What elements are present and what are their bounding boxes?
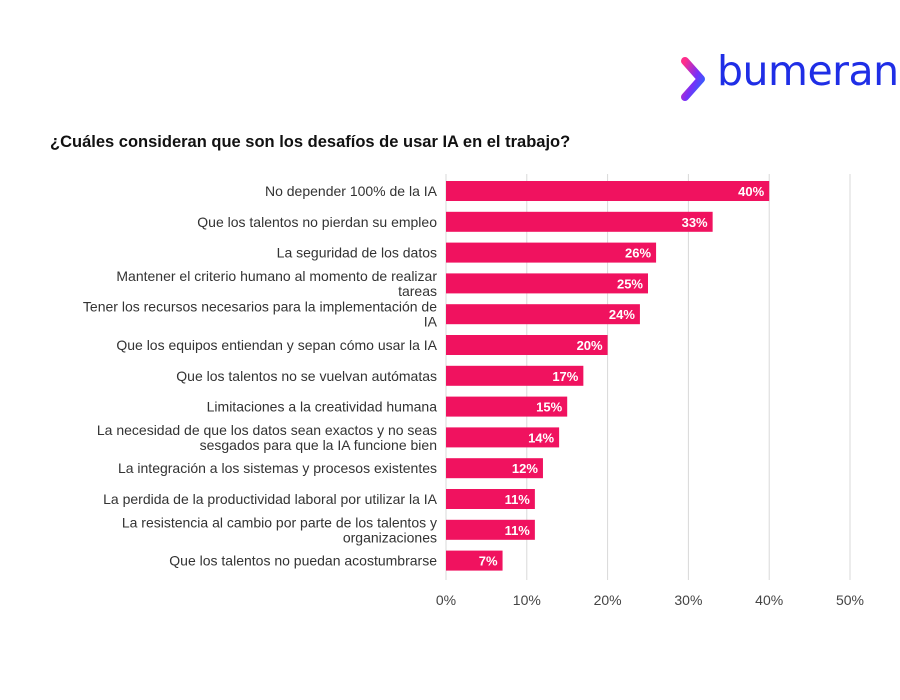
data-label: 14%: [528, 430, 554, 445]
category-label: La integración a los sistemas y procesos…: [118, 460, 437, 476]
category-label: Que los talentos no se vuelvan autómatas: [176, 368, 437, 384]
category-label: Que los talentos no puedan acostumbrarse: [169, 553, 437, 569]
bar: [446, 427, 560, 448]
x-tick-label: 30%: [674, 592, 702, 608]
chart-title: ¿Cuáles consideran que son los desafíos …: [50, 133, 571, 151]
data-label: 33%: [682, 215, 708, 230]
x-tick-label: 40%: [755, 592, 783, 608]
data-label: 24%: [609, 307, 635, 322]
x-tick-label: 10%: [513, 592, 541, 608]
bar: [446, 396, 568, 417]
data-label: 11%: [505, 492, 531, 507]
category-label: La necesidad de que los datos sean exact…: [97, 422, 437, 453]
data-label: 11%: [505, 523, 531, 538]
category-label: La seguridad de los datos: [277, 245, 437, 261]
data-label: 12%: [512, 461, 538, 476]
data-label: 26%: [625, 246, 651, 261]
bumeran-wordmark: bumeran: [717, 47, 899, 95]
bar: [446, 458, 543, 479]
category-label: Que los equipos entiendan y sepan cómo u…: [116, 337, 437, 353]
bar: [446, 304, 640, 325]
category-label: No depender 100% de la IA: [265, 183, 438, 199]
category-labels: No depender 100% de la IA Que los talento…: [83, 183, 438, 569]
bar: [446, 211, 713, 232]
category-label: Que los talentos no pierdan su empleo: [197, 214, 437, 230]
bumeran-logo-mark-icon: [681, 57, 705, 101]
x-axis-ticks: 0% 10% 20% 30% 40% 50%: [436, 592, 864, 608]
data-label: 25%: [617, 276, 643, 291]
bar: [446, 242, 657, 263]
category-label: Limitaciones a la creatividad humana: [207, 399, 438, 415]
data-label: 40%: [738, 184, 764, 199]
bar: [446, 550, 503, 571]
category-label: La perdida de la productividad laboral p…: [103, 491, 438, 507]
bar: [446, 365, 584, 386]
data-label: 20%: [577, 338, 603, 353]
category-label: La resistencia al cambio por parte de lo…: [122, 514, 437, 545]
data-label: 7%: [479, 554, 498, 569]
bumeran-logo: bumeran: [681, 51, 899, 105]
data-label: 15%: [536, 400, 562, 415]
bar: [446, 519, 535, 540]
x-tick-label: 20%: [594, 592, 622, 608]
category-label: Mantener el criterio humano al momento d…: [116, 268, 437, 299]
x-tick-label: 0%: [436, 592, 456, 608]
category-label: Tener los recursos necesarios para la im…: [83, 299, 438, 330]
x-tick-label: 50%: [836, 592, 864, 608]
bars: 40% 33% 26% 25% 24% 20% 17% 15% 14% 12% 11% 11% 7%: [446, 181, 770, 571]
bar: [446, 273, 648, 294]
bar: [446, 335, 608, 355]
bar: [446, 181, 770, 201]
bar: [446, 489, 535, 509]
data-label: 17%: [552, 369, 578, 384]
